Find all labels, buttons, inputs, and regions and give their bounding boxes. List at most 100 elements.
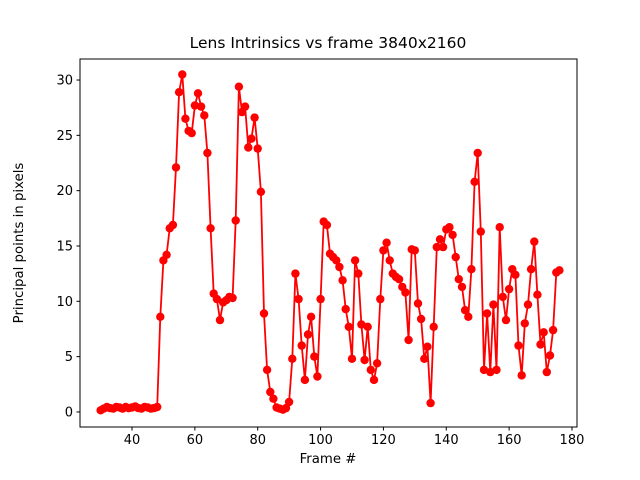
- data-point: [350, 256, 360, 265]
- data-point: [542, 367, 551, 377]
- data-point: [171, 163, 181, 172]
- data-point: [206, 224, 215, 233]
- x-axis-label: Frame #: [300, 452, 357, 467]
- data-point: [294, 294, 303, 304]
- data-point: [253, 144, 262, 153]
- data-point: [460, 306, 470, 315]
- data-point: [162, 250, 171, 259]
- data-point: [489, 300, 498, 309]
- x-tick-label: 140: [434, 433, 459, 448]
- data-point: [181, 114, 190, 123]
- data-point: [369, 375, 379, 385]
- data-point: [426, 398, 435, 408]
- data-point: [404, 335, 413, 345]
- data-point: [347, 354, 357, 363]
- data-point: [284, 397, 294, 407]
- x-tick-label: 180: [560, 433, 585, 448]
- data-point: [168, 220, 178, 230]
- data-point: [354, 269, 363, 278]
- y-tick-label: 5: [65, 350, 73, 365]
- data-point: [517, 371, 526, 380]
- data-point: [259, 309, 269, 318]
- data-point: [401, 288, 410, 297]
- data-point: [372, 359, 382, 368]
- data-point: [215, 315, 225, 325]
- data-point: [482, 309, 492, 318]
- data-point: [379, 246, 388, 255]
- data-point: [316, 294, 325, 304]
- data-point: [332, 256, 341, 265]
- data-point: [338, 276, 347, 285]
- data-point: [416, 314, 426, 324]
- data-point: [451, 252, 460, 262]
- data-point: [479, 365, 489, 375]
- plot-area: [79, 58, 578, 428]
- data-point: [187, 128, 196, 138]
- data-point: [310, 352, 319, 361]
- x-tick-label: 100: [308, 433, 333, 448]
- data-point: [435, 235, 445, 244]
- data-point: [297, 341, 306, 350]
- x-tick-label: 40: [124, 433, 141, 448]
- data-point: [250, 113, 259, 122]
- data-point: [385, 256, 394, 265]
- data-point: [212, 294, 222, 304]
- data-point: [300, 375, 310, 385]
- y-tick-label: 15: [56, 239, 73, 254]
- data-point: [344, 322, 353, 331]
- data-point: [244, 143, 253, 152]
- data-point: [514, 341, 523, 350]
- data-point: [234, 82, 244, 91]
- x-tick-label: 120: [371, 433, 396, 448]
- data-point: [382, 238, 391, 247]
- data-point: [360, 355, 369, 365]
- data-series: [96, 70, 564, 415]
- data-point: [322, 220, 332, 230]
- data-point: [495, 223, 504, 232]
- data-point: [193, 89, 203, 98]
- data-point: [526, 265, 536, 274]
- data-point: [539, 328, 548, 337]
- x-axis: 40 60 80 100 120 140 160 180: [124, 427, 585, 448]
- data-point: [156, 312, 165, 321]
- y-tick-label: 0: [65, 405, 73, 420]
- data-point: [470, 177, 479, 186]
- data-point: [476, 227, 485, 236]
- data-point: [247, 134, 256, 143]
- data-point: [203, 148, 212, 158]
- data-point: [200, 111, 209, 120]
- data-point: [410, 246, 419, 255]
- data-point: [467, 265, 476, 274]
- data-point: [492, 365, 501, 375]
- data-point: [190, 101, 200, 110]
- data-point: [533, 290, 542, 299]
- data-point: [504, 284, 514, 294]
- y-axis: 0 5 10 15 20 25 30: [56, 74, 80, 420]
- data-point: [231, 216, 240, 225]
- data-point: [363, 322, 372, 331]
- data-point: [429, 322, 438, 331]
- data-point: [523, 300, 533, 309]
- y-axis-label: Principal points in pixels: [12, 163, 27, 324]
- data-point: [457, 282, 467, 292]
- data-point: [262, 365, 272, 375]
- data-point: [341, 304, 350, 314]
- data-point: [256, 187, 266, 196]
- data-point: [448, 230, 457, 240]
- data-point: [438, 242, 448, 252]
- data-point: [511, 270, 520, 279]
- data-point: [420, 354, 429, 363]
- data-point: [520, 319, 529, 328]
- data-point: [313, 372, 322, 381]
- data-point: [196, 102, 206, 111]
- data-point: [266, 387, 275, 397]
- data-point: [357, 320, 366, 329]
- y-tick-label: 10: [56, 295, 73, 310]
- data-point: [306, 312, 316, 321]
- series-line: [100, 73, 560, 412]
- data-point: [174, 88, 184, 97]
- data-point: [394, 275, 404, 284]
- data-point: [548, 325, 558, 335]
